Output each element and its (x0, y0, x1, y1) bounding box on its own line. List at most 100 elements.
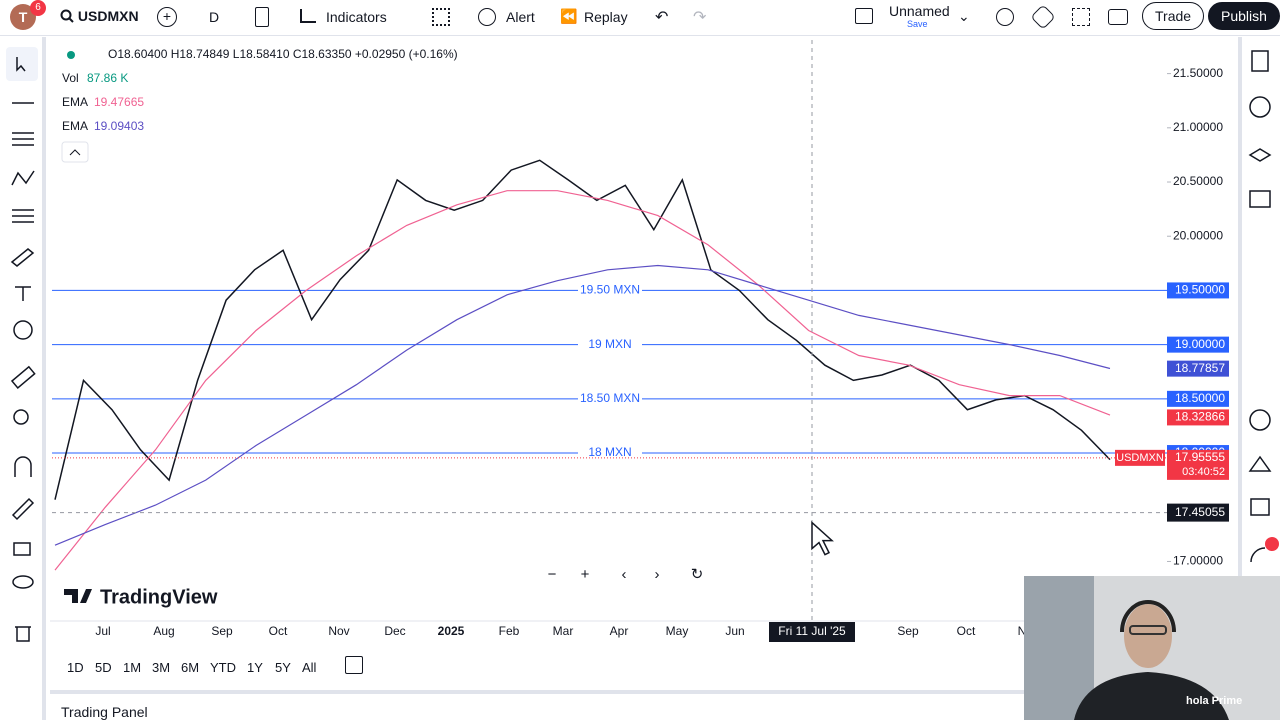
pattern-tool[interactable] (11, 170, 35, 186)
range-button[interactable]: YTD (210, 660, 236, 675)
range-button[interactable]: 1D (67, 660, 84, 675)
x-tick-label: Sep (897, 624, 919, 638)
undo-button[interactable]: ↶ (655, 9, 669, 26)
x-tick-label: Mar (553, 624, 574, 638)
y-tick-label: 20.00000 (1173, 228, 1223, 242)
crosshair-price: 17.45055 (1175, 505, 1225, 519)
ema-value: 19.09403 (94, 119, 144, 133)
notification-dot (1265, 537, 1279, 551)
crosshair-date: Fri 11 Jul '25 (778, 624, 846, 638)
text-tool[interactable] (15, 286, 31, 301)
range-button[interactable]: 3M (152, 660, 171, 675)
ema-label: EMA (62, 119, 88, 133)
shirt-logo: hola Prime (1186, 695, 1242, 707)
layout-menu[interactable]: ⌄ (958, 8, 970, 24)
cursor-tool[interactable] (16, 57, 26, 72)
x-tick-label: Nov (328, 624, 349, 638)
line-label-bg (578, 283, 642, 298)
alerts-button[interactable] (1249, 96, 1271, 118)
range-button[interactable]: 1Y (247, 660, 263, 675)
calendar-button[interactable] (1250, 498, 1270, 516)
status-dot (67, 51, 75, 59)
save-button[interactable]: Save (907, 19, 928, 29)
y-tick-label: 21.00000 (1173, 120, 1223, 134)
search-icon (60, 9, 74, 23)
range-button[interactable]: 6M (181, 660, 200, 675)
trading-panel[interactable]: Trading Panel (50, 690, 1050, 720)
measure-tool[interactable] (10, 365, 36, 389)
collapse-button[interactable] (61, 141, 89, 163)
zoom-tool[interactable] (13, 409, 29, 425)
visibility-tool[interactable] (12, 575, 34, 589)
publish-button[interactable]: Publish (1208, 2, 1280, 30)
person-body (1074, 672, 1229, 720)
line-label: 19.50 MXN (580, 283, 640, 297)
quick-search-button[interactable] (996, 8, 1014, 26)
compare-button[interactable]: + (157, 7, 177, 27)
y-tick-label: 17.00000 (1173, 554, 1223, 568)
prediction-tool[interactable] (12, 209, 34, 223)
line-label: 18.50 MXN (580, 391, 640, 405)
lock-tool[interactable] (13, 542, 31, 556)
drawing-mode-tool[interactable] (11, 497, 35, 521)
x-tick-label: 2025 (438, 624, 465, 638)
headphones (1120, 600, 1176, 633)
replay-button[interactable]: Replay (584, 9, 628, 25)
x-tick-label: Dec (384, 624, 405, 638)
icon-tool[interactable] (13, 320, 33, 340)
chart-type-button[interactable] (255, 7, 269, 27)
data-window-button[interactable] (1248, 148, 1272, 162)
ema-label: EMA (62, 95, 88, 109)
vol-label: Vol (62, 71, 79, 85)
brush-tool[interactable] (10, 248, 35, 267)
nav-control[interactable]: › (655, 566, 660, 583)
layout-checkbox[interactable] (855, 8, 873, 24)
collapse-icon (69, 149, 81, 156)
settings-button[interactable] (1030, 4, 1056, 30)
redo-button[interactable]: ↷ (693, 9, 707, 26)
trade-button[interactable]: Trade (1142, 2, 1205, 30)
symbol-search[interactable]: USDMXN (60, 8, 139, 24)
replay-icon: ⏪ (560, 8, 578, 24)
snapshot-button[interactable] (1108, 9, 1128, 25)
nav-control[interactable]: ‹ (622, 566, 627, 583)
symbol: USDMXN (77, 8, 139, 24)
range-button[interactable]: 1M (123, 660, 142, 675)
screener-button[interactable] (1249, 409, 1271, 431)
streams-button[interactable] (1250, 547, 1266, 563)
price-label-bg (1167, 282, 1229, 299)
layout-name[interactable]: Unnamed (889, 3, 950, 19)
templates-button[interactable] (432, 8, 450, 26)
nav-control[interactable]: ↻ (691, 566, 704, 583)
price-label: 18.50000 (1175, 391, 1225, 405)
right-sidebar (1238, 37, 1280, 577)
line-label: 18 MXN (588, 445, 631, 459)
fib-tool[interactable] (12, 132, 34, 146)
alert-button[interactable]: Alert (506, 9, 535, 25)
range-button[interactable]: All (302, 660, 317, 675)
line-label: 19 MXN (588, 337, 631, 351)
vol-value: 87.86 K (87, 71, 128, 85)
x-tick-label: Feb (499, 624, 520, 638)
date-range-button[interactable] (345, 656, 363, 674)
price-label: 19.50000 (1175, 283, 1225, 297)
indicators-button[interactable]: Indicators (326, 9, 387, 25)
ema-line (54, 264, 1111, 546)
tool-active-bg (6, 47, 38, 81)
delete-tool[interactable] (15, 626, 31, 642)
interval[interactable]: D (209, 9, 220, 25)
nav-control[interactable]: − (548, 566, 557, 583)
chat-button[interactable] (1249, 190, 1271, 208)
fullscreen-button[interactable] (1072, 8, 1090, 26)
legend: O18.60400 H18.74849 L18.58410 C18.63350 … (61, 47, 458, 163)
watchlist-button[interactable] (1251, 50, 1269, 72)
alert-icon (478, 8, 496, 26)
range-button[interactable]: 5D (95, 660, 112, 675)
price-label: 19.00000 (1175, 337, 1225, 351)
nav-control[interactable]: + (581, 566, 590, 583)
range-button[interactable]: 5Y (275, 660, 291, 675)
drawing-toolbar (0, 37, 46, 720)
pine-button[interactable] (1248, 455, 1272, 472)
x-tick-label: Jul (95, 624, 110, 638)
magnet-tool[interactable] (14, 456, 32, 477)
